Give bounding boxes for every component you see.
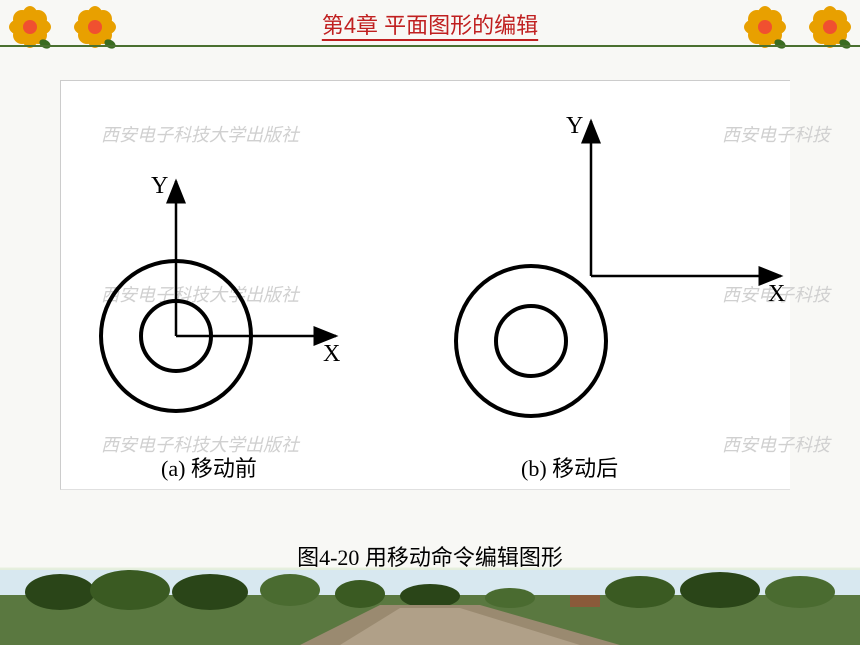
landscape-footer-icon xyxy=(0,570,860,645)
figure-caption: 图4-20 用移动命令编辑图形 xyxy=(0,540,860,572)
subfigure-label-a: (a) 移动前 xyxy=(161,451,257,483)
chapter-title: 第4章 平面图形的编辑 xyxy=(322,13,538,38)
x-axis-label: X xyxy=(768,281,785,307)
y-axis-label: Y xyxy=(151,173,168,199)
x-axis-label: X xyxy=(323,341,340,367)
y-axis-label: Y xyxy=(566,113,583,139)
figure-container: 西安电子科技大学出版社 西安电子科技大学出版社 西安电子科技大学出版社 西安电子… xyxy=(60,80,790,490)
header-divider xyxy=(0,45,860,47)
subfigure-label-b: (b) 移动后 xyxy=(521,451,618,483)
slide-header: 第4章 平面图形的编辑 xyxy=(0,0,860,45)
move-command-diagram: Y X Y X xyxy=(61,81,791,491)
